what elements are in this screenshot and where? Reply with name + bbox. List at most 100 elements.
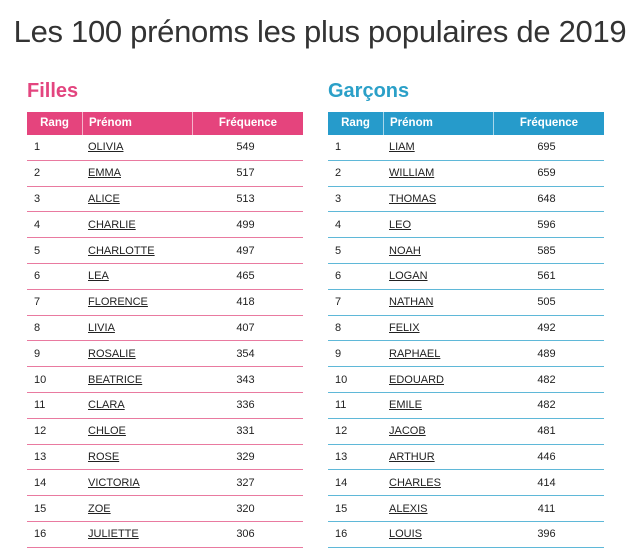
- name-link[interactable]: LEO: [389, 218, 412, 231]
- table-row: 11 EMILE 482: [328, 393, 604, 419]
- rank-cell: 10: [335, 373, 348, 386]
- frequency-cell: 306: [236, 528, 255, 541]
- name-link[interactable]: ALEXIS: [389, 502, 428, 515]
- table-row: 1 LIAM 695: [328, 135, 604, 161]
- name-link[interactable]: JULIETTE: [88, 528, 139, 541]
- name-link[interactable]: THOMAS: [389, 192, 437, 205]
- name-cell[interactable]: LIVIA: [82, 322, 192, 334]
- frequency-cell: 549: [236, 141, 255, 154]
- frequency-cell: 418: [236, 296, 255, 309]
- name-cell[interactable]: EMMA: [82, 167, 192, 179]
- name-link[interactable]: VICTORIA: [88, 476, 140, 489]
- name-link[interactable]: EMILE: [389, 399, 423, 412]
- name-link[interactable]: CHARLOTTE: [88, 244, 155, 257]
- name-cell[interactable]: FELIX: [383, 322, 493, 334]
- girls-panel: Filles Rang Prénom Fréquence 1 OLIVIA 549 2…: [27, 78, 303, 548]
- name-cell[interactable]: NOAH: [383, 245, 493, 257]
- name-link[interactable]: LEA: [88, 270, 109, 283]
- table-row: 9 ROSALIE 354: [27, 341, 303, 368]
- name-link[interactable]: JACOB: [389, 425, 426, 438]
- table-row: 7 FLORENCE 418: [27, 290, 303, 316]
- name-link[interactable]: EDOUARD: [389, 373, 445, 386]
- name-cell[interactable]: LOGAN: [383, 270, 493, 282]
- name-link[interactable]: CHARLES: [389, 476, 441, 489]
- header-frequence: Fréquence: [192, 112, 303, 135]
- name-cell[interactable]: CHLOE: [82, 425, 192, 437]
- name-cell[interactable]: EDOUARD: [383, 374, 493, 386]
- name-link[interactable]: BEATRICE: [88, 373, 143, 386]
- frequency-cell: 327: [236, 476, 255, 489]
- name-link[interactable]: EMMA: [88, 167, 121, 180]
- table-row: 12 JACOB 481: [328, 419, 604, 445]
- name-cell[interactable]: JULIETTE: [82, 528, 192, 540]
- rank-cell: 12: [335, 425, 348, 438]
- name-cell[interactable]: ALEXIS: [383, 503, 493, 515]
- rank-cell: 5: [335, 244, 342, 257]
- name-cell[interactable]: EMILE: [383, 399, 493, 411]
- name-link[interactable]: FLORENCE: [88, 296, 148, 309]
- name-link[interactable]: LOUIS: [389, 528, 423, 541]
- name-link[interactable]: OLIVIA: [88, 141, 124, 154]
- name-cell[interactable]: VICTORIA: [82, 477, 192, 489]
- table-row: 5 NOAH 585: [328, 238, 604, 264]
- rank-cell: 3: [335, 192, 342, 205]
- name-cell[interactable]: BEATRICE: [82, 374, 192, 386]
- name-cell[interactable]: ARTHUR: [383, 451, 493, 463]
- name-cell[interactable]: THOMAS: [383, 193, 493, 205]
- name-cell[interactable]: LOUIS: [383, 528, 493, 540]
- name-link[interactable]: ARTHUR: [389, 450, 435, 463]
- rank-cell: 7: [335, 296, 342, 309]
- table-row: 2 WILLIAM 659: [328, 161, 604, 187]
- name-link[interactable]: RAPHAEL: [389, 347, 441, 360]
- name-cell[interactable]: ROSALIE: [82, 348, 192, 360]
- name-cell[interactable]: JACOB: [383, 425, 493, 437]
- name-link[interactable]: CHARLIE: [88, 218, 136, 231]
- name-cell[interactable]: ALICE: [82, 193, 192, 205]
- name-cell[interactable]: RAPHAEL: [383, 348, 493, 360]
- frequency-cell: 354: [236, 347, 255, 360]
- rank-cell: 13: [335, 450, 348, 463]
- name-cell[interactable]: ZOE: [82, 503, 192, 515]
- name-cell[interactable]: NATHAN: [383, 296, 493, 308]
- table-row: 10 BEATRICE 343: [27, 367, 303, 393]
- table-row: 8 LIVIA 407: [27, 316, 303, 342]
- name-link[interactable]: ZOE: [88, 502, 111, 515]
- name-cell[interactable]: ROSE: [82, 451, 192, 463]
- header-prenom: Prénom: [383, 112, 493, 135]
- table-row: 15 ALEXIS 411: [328, 496, 604, 522]
- frequency-cell: 343: [236, 373, 255, 386]
- name-link[interactable]: FELIX: [389, 321, 420, 334]
- header-prenom: Prénom: [82, 112, 192, 135]
- name-cell[interactable]: OLIVIA: [82, 141, 192, 153]
- name-cell[interactable]: LEO: [383, 219, 493, 231]
- rank-cell: 11: [34, 399, 46, 412]
- frequency-cell: 329: [236, 450, 255, 463]
- name-link[interactable]: CLARA: [88, 399, 125, 412]
- frequency-cell: 659: [537, 167, 556, 180]
- table-row: 6 LEA 465: [27, 264, 303, 290]
- name-cell[interactable]: LIAM: [383, 141, 493, 153]
- name-cell[interactable]: FLORENCE: [82, 296, 192, 308]
- rank-cell: 16: [335, 528, 348, 541]
- name-cell[interactable]: LEA: [82, 270, 192, 282]
- frequency-cell: 336: [236, 399, 255, 412]
- table-row: 1 OLIVIA 549: [27, 135, 303, 161]
- frequency-cell: 513: [236, 192, 255, 205]
- rank-cell: 7: [34, 296, 41, 309]
- name-link[interactable]: LIVIA: [88, 321, 115, 334]
- name-link[interactable]: CHLOE: [88, 425, 126, 438]
- name-cell[interactable]: CHARLES: [383, 477, 493, 489]
- name-cell[interactable]: CLARA: [82, 399, 192, 411]
- name-cell[interactable]: CHARLOTTE: [82, 245, 192, 257]
- name-link[interactable]: ROSALIE: [88, 347, 136, 360]
- name-link[interactable]: NATHAN: [389, 296, 434, 309]
- name-link[interactable]: WILLIAM: [389, 167, 435, 180]
- rank-cell: 2: [34, 167, 41, 180]
- name-link[interactable]: ROSE: [88, 450, 120, 463]
- name-cell[interactable]: CHARLIE: [82, 219, 192, 231]
- name-cell[interactable]: WILLIAM: [383, 167, 493, 179]
- name-link[interactable]: ALICE: [88, 192, 120, 205]
- name-link[interactable]: NOAH: [389, 244, 421, 257]
- name-link[interactable]: LOGAN: [389, 270, 428, 283]
- name-link[interactable]: LIAM: [389, 141, 415, 154]
